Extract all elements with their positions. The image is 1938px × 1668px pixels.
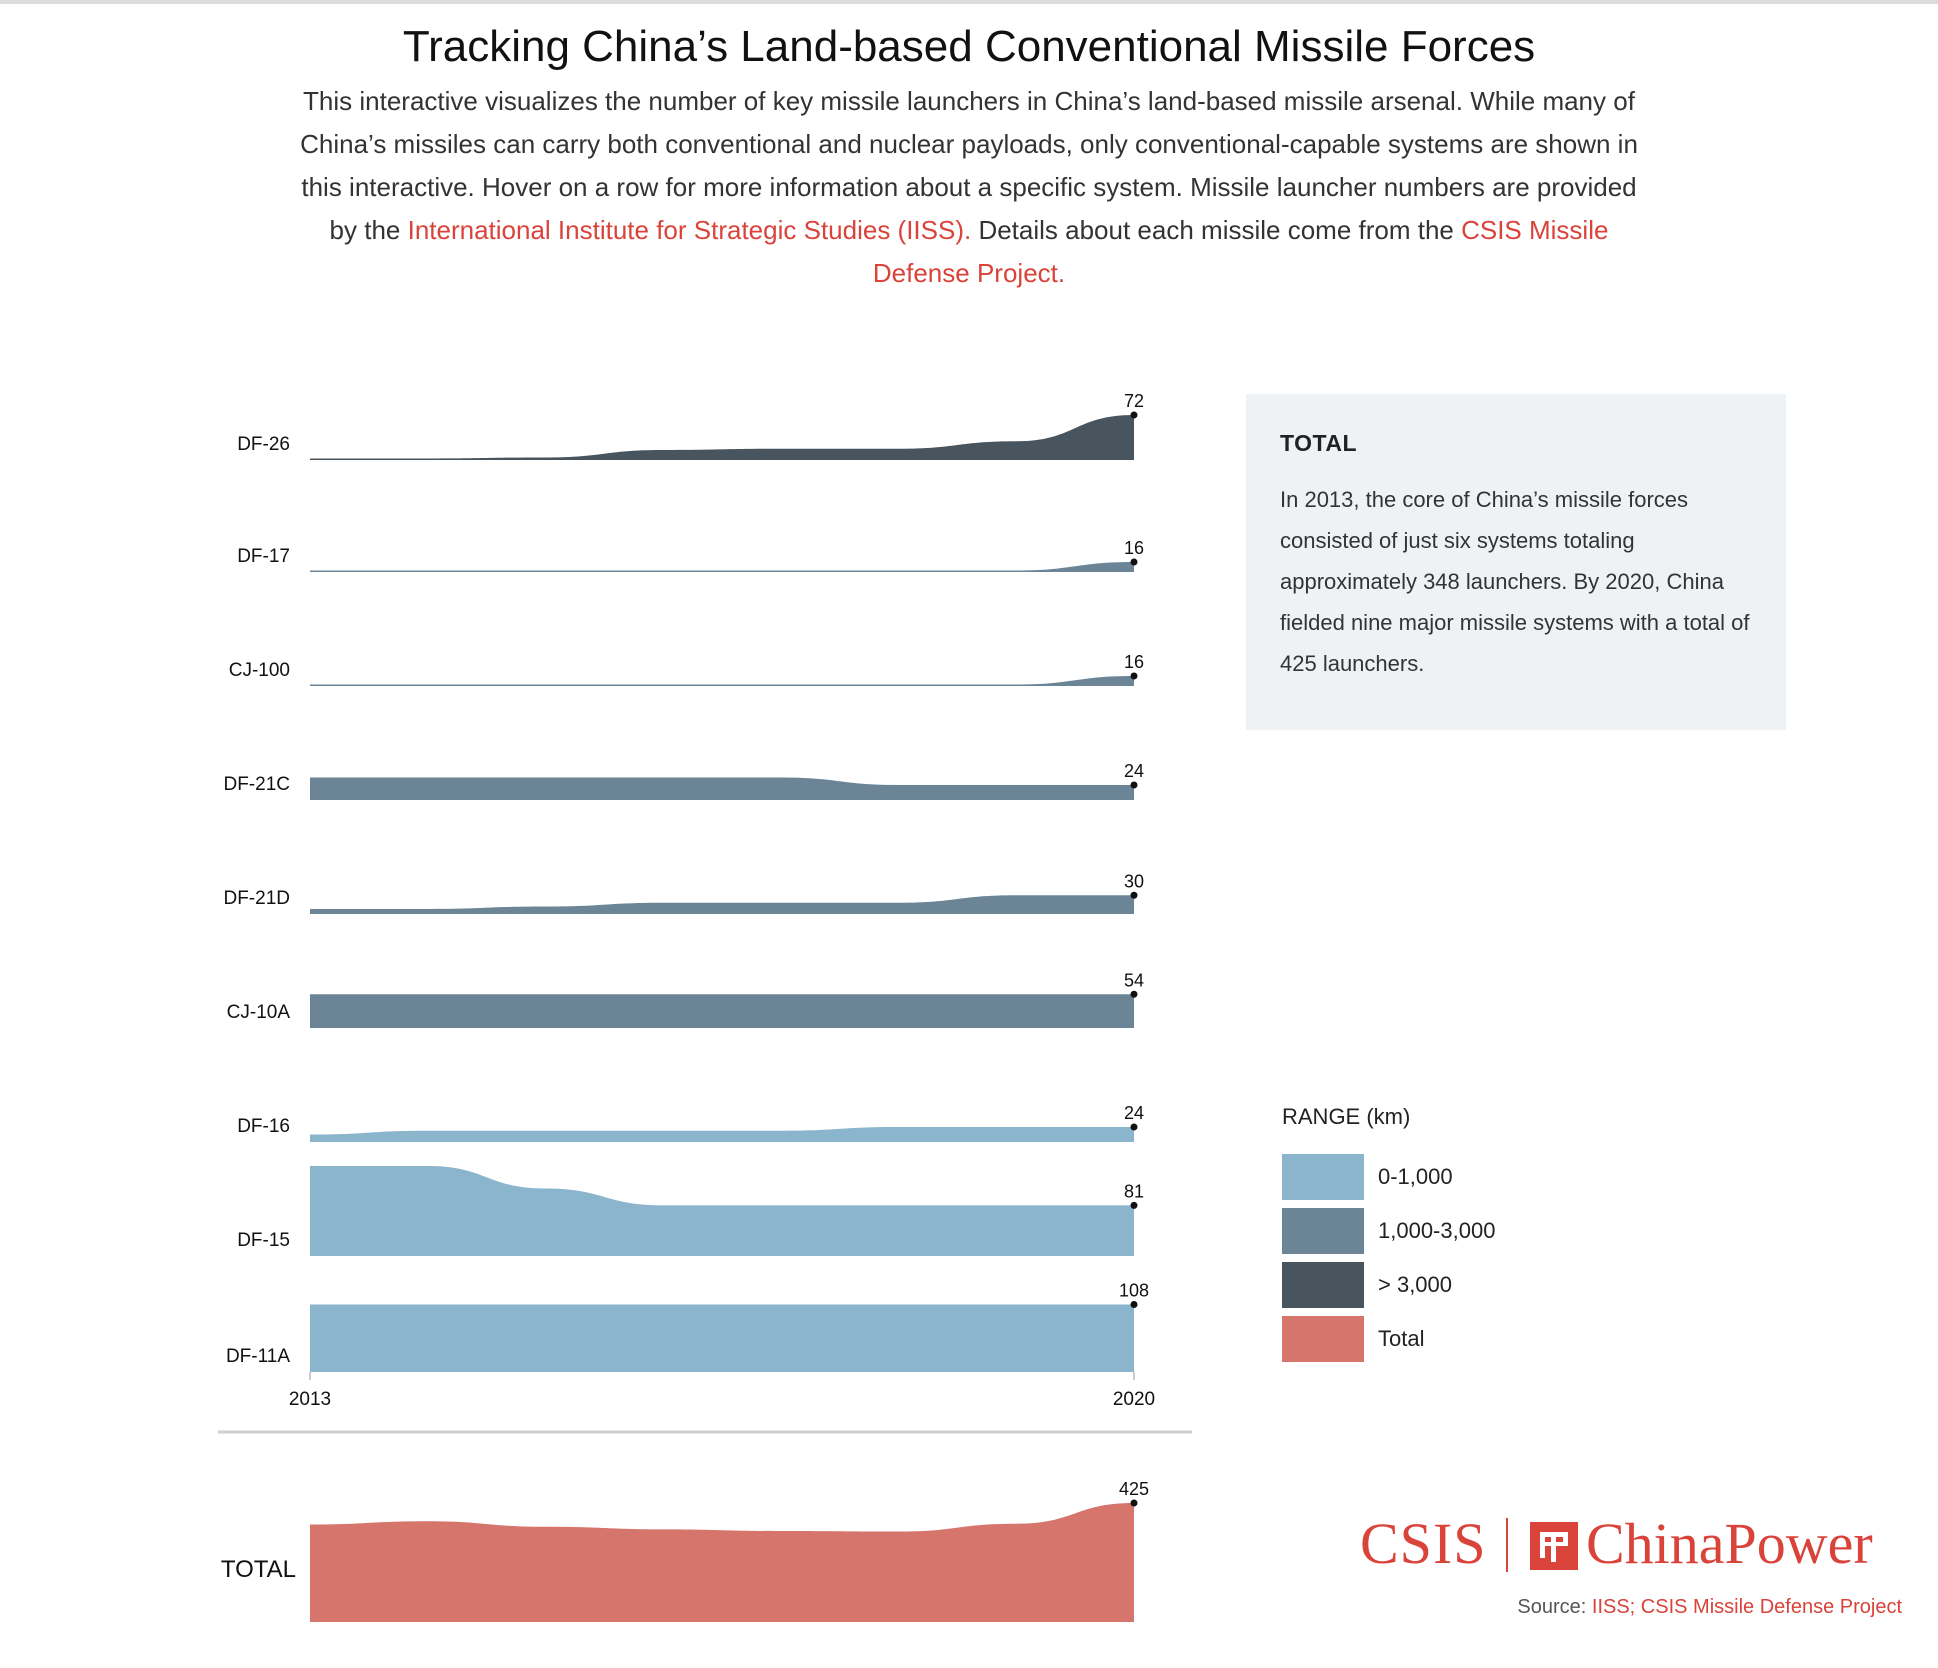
end-value-label: 16 bbox=[1124, 538, 1144, 558]
intro-text-1: This interactive visualizes the number o… bbox=[300, 86, 1638, 245]
end-point bbox=[1130, 1201, 1138, 1209]
legend-swatch bbox=[1282, 1316, 1364, 1362]
info-box: TOTAL In 2013, the core of China’s missi… bbox=[1246, 394, 1786, 730]
legend-title: RANGE (km) bbox=[1282, 1104, 1411, 1129]
end-point bbox=[1130, 990, 1138, 998]
legend-item: 0-1,000 bbox=[1282, 1154, 1495, 1200]
end-point bbox=[1130, 1123, 1138, 1131]
row-label: TOTAL bbox=[221, 1556, 296, 1583]
series-df-11a[interactable]: 108 DF-11A bbox=[226, 1281, 1149, 1373]
series-cj-100[interactable]: 16 CJ-100 bbox=[229, 652, 1144, 686]
row-label: DF-21C bbox=[223, 774, 290, 795]
end-value-label: 425 bbox=[1119, 1479, 1149, 1499]
legend-swatch bbox=[1282, 1154, 1364, 1200]
info-box-title: TOTAL bbox=[1280, 430, 1358, 456]
area-df-26[interactable] bbox=[310, 415, 1134, 460]
end-point bbox=[1130, 1499, 1138, 1507]
end-value-label: 81 bbox=[1124, 1181, 1144, 1201]
legend-item: > 3,000 bbox=[1282, 1262, 1495, 1308]
csis-missile-defense-link[interactable]: CSIS Missile Defense Project. bbox=[872, 215, 1609, 288]
end-point bbox=[1130, 891, 1138, 899]
csis-chinapower-logo: CSIS ChinaPower bbox=[1360, 1510, 1900, 1580]
legend-label: > 3,000 bbox=[1378, 1272, 1453, 1297]
series-df-21d[interactable]: 30 DF-21D bbox=[223, 871, 1144, 914]
info-box-body: In 2013, the core of China’s missile for… bbox=[1280, 487, 1750, 676]
missile-area-chart[interactable]: 72 DF-26 16 DF-17 16 CJ-100 24 DF-21C 30 DF-21D 54… bbox=[0, 360, 1220, 1650]
row-label: DF-17 bbox=[237, 546, 290, 567]
series-df-21c[interactable]: 24 DF-21C bbox=[223, 761, 1144, 800]
legend-item: Total bbox=[1282, 1316, 1495, 1362]
area-df-21d[interactable] bbox=[310, 895, 1134, 914]
source-links[interactable]: IISS; CSIS Missile Defense Project bbox=[1591, 1596, 1902, 1618]
logo-divider bbox=[1506, 1518, 1508, 1572]
row-label: DF-11A bbox=[226, 1346, 290, 1367]
area-cj-100[interactable] bbox=[310, 676, 1134, 686]
end-value-label: 108 bbox=[1119, 1281, 1149, 1301]
area-df-17[interactable] bbox=[310, 562, 1134, 572]
row-label: CJ-10A bbox=[227, 1002, 291, 1023]
area-df-21c[interactable] bbox=[310, 777, 1134, 801]
row-label: CJ-100 bbox=[229, 660, 290, 681]
iiss-link[interactable]: International Institute for Strategic St… bbox=[407, 215, 972, 245]
intro-paragraph: This interactive visualizes the number o… bbox=[300, 80, 1638, 295]
end-point bbox=[1130, 672, 1138, 680]
end-value-label: 30 bbox=[1124, 871, 1144, 891]
area-df-15[interactable] bbox=[310, 1166, 1134, 1256]
intro-text-2: Details about each missile come from the bbox=[971, 215, 1462, 245]
source-label: Source: bbox=[1517, 1596, 1592, 1618]
legend-label: 0-1,000 bbox=[1378, 1164, 1453, 1189]
end-value-label: 72 bbox=[1124, 391, 1144, 411]
end-value-label: 24 bbox=[1124, 1103, 1144, 1123]
end-value-label: 24 bbox=[1124, 761, 1144, 781]
page-title: Tracking China’s Land-based Conventional… bbox=[402, 22, 1536, 71]
series-df-17[interactable]: 16 DF-17 bbox=[237, 538, 1144, 572]
series-cj-10a[interactable]: 54 CJ-10A bbox=[227, 970, 1144, 1028]
legend-swatch bbox=[1282, 1262, 1364, 1308]
legend-item: 1,000-3,000 bbox=[1282, 1208, 1495, 1254]
series-df-15[interactable]: 81 DF-15 bbox=[237, 1166, 1144, 1256]
range-legend: RANGE (km) 0-1,000 1,000-3,000 > 3,000 T… bbox=[1282, 1104, 1495, 1370]
area-df-11a[interactable] bbox=[310, 1304, 1134, 1373]
area-total[interactable] bbox=[310, 1503, 1134, 1622]
chinapower-seal-icon bbox=[1530, 1522, 1578, 1570]
end-point bbox=[1130, 411, 1138, 419]
top-divider bbox=[0, 0, 1938, 4]
series-total[interactable]: 425 TOTAL bbox=[221, 1479, 1149, 1622]
row-label: DF-21D bbox=[223, 888, 290, 909]
legend-swatch bbox=[1282, 1208, 1364, 1254]
legend-label: Total bbox=[1378, 1326, 1425, 1351]
x-tick-label: 2020 bbox=[1113, 1389, 1155, 1410]
end-point bbox=[1130, 1301, 1138, 1308]
row-label: DF-15 bbox=[237, 1230, 290, 1251]
row-label: DF-16 bbox=[237, 1116, 290, 1137]
legend-label: 1,000-3,000 bbox=[1378, 1218, 1496, 1243]
source-note: Source: IISS; CSIS Missile Defense Proje… bbox=[1300, 1596, 1902, 1619]
end-point bbox=[1130, 781, 1138, 789]
series-df-26[interactable]: 72 DF-26 bbox=[237, 391, 1144, 460]
x-tick-label: 2013 bbox=[289, 1389, 331, 1410]
end-value-label: 54 bbox=[1124, 970, 1144, 990]
end-point bbox=[1130, 558, 1138, 566]
area-df-16[interactable] bbox=[310, 1127, 1134, 1142]
csis-wordmark: CSIS bbox=[1360, 1511, 1487, 1576]
chinapower-wordmark: ChinaPower bbox=[1586, 1511, 1873, 1576]
end-value-label: 16 bbox=[1124, 652, 1144, 672]
row-label: DF-26 bbox=[237, 434, 290, 455]
series-df-16[interactable]: 24 DF-16 bbox=[237, 1103, 1144, 1142]
area-cj-10a[interactable] bbox=[310, 994, 1134, 1028]
